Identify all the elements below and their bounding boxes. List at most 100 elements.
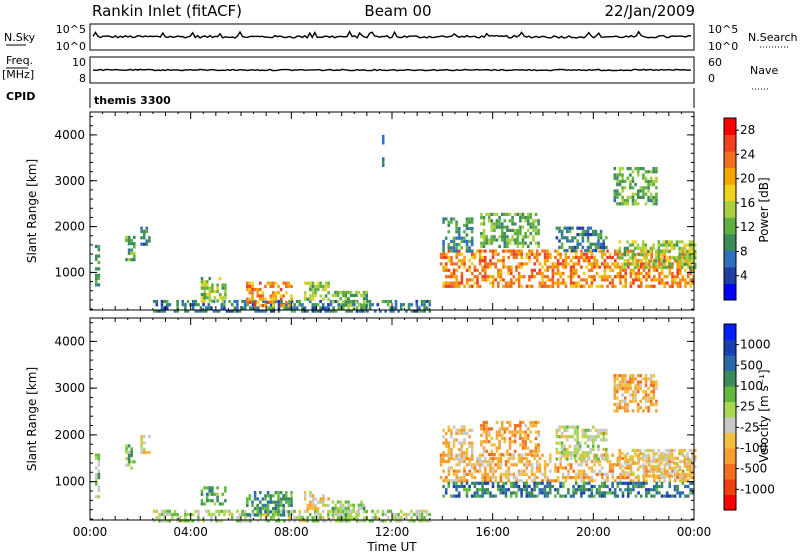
velocity-cell [490,443,494,447]
velocity-cell [397,512,400,517]
power-cell [566,236,569,240]
power-cell [215,309,218,313]
velocity-cell [215,509,218,513]
velocity-cell [582,472,586,476]
power-cell [679,262,682,266]
velocity-cell [555,447,559,452]
power-cell [516,238,520,242]
velocity-cell [314,512,317,517]
power-cell [425,306,429,310]
velocity-cell [637,466,640,470]
velocity-cell [259,507,262,511]
velocity-cell [275,512,278,517]
velocity-cell [447,469,451,473]
velocity-cell [597,457,600,461]
power-cell [332,309,335,313]
power-cell [629,275,633,279]
power-cell [517,275,521,279]
power-cell [530,249,534,253]
velocity-cell [551,479,555,483]
velocity-cell [644,380,648,384]
power-cell [399,303,403,307]
velocity-cell [243,512,247,517]
power-cell [272,294,275,298]
velocity-cell [645,453,648,457]
power-cell [269,297,272,301]
power-cell [200,296,204,300]
velocity-cell [163,512,166,517]
velocity-cell [450,431,453,436]
velocity-cell [599,454,603,458]
power-cell [667,249,671,254]
power-cell [340,303,343,307]
power-cell [594,249,598,253]
velocity-cell [530,488,534,492]
power-cell [504,249,508,253]
velocity-cell [256,507,259,511]
power-cell [660,271,664,276]
power-cell [314,291,317,295]
power-cell [510,249,513,253]
velocity-cell [660,471,663,475]
velocity-cell [178,516,182,520]
power-cell [186,299,190,304]
velocity-cell [485,420,488,425]
velocity-cell [631,448,635,453]
velocity-cell [525,460,529,464]
power-cell [471,255,474,260]
velocity-cell [97,463,101,467]
velocity-cell [524,430,527,434]
power-cell [688,256,692,260]
velocity-cell [598,472,601,476]
power-cell [502,265,505,269]
velocity-cell [397,516,400,520]
velocity-cell [410,519,413,523]
power-cell [246,281,249,285]
velocity-cell [495,446,499,450]
power-cell [640,271,643,276]
power-cell [520,275,523,279]
velocity-cell [616,456,620,460]
power-cell [480,212,483,216]
power-cell [452,271,456,276]
power-cell [668,255,672,260]
power-cell [311,297,315,301]
power-cell [532,238,535,242]
power-cell [386,303,390,307]
power-cell [213,289,217,293]
velocity-cell [381,519,385,523]
velocity-cell [480,424,483,428]
power-cell [463,262,466,266]
power-cell [458,265,461,269]
power-cell [647,186,650,190]
power-cell [618,246,622,250]
power-colorbar-swatch [724,233,736,251]
velocity-cell [580,479,583,483]
velocity-cell [460,460,464,464]
power-cell [484,262,487,266]
power-colorbar-swatch [724,250,736,268]
velocity-cell [486,460,490,464]
power-cell [644,176,648,180]
power-cell [165,306,169,310]
power-cell [644,179,648,183]
power-cell [503,235,507,239]
power-cell [460,259,464,263]
velocity-cell [670,448,674,453]
power-cell [452,243,456,247]
power-cell [597,233,600,237]
power-cell [200,286,204,290]
velocity-cell [442,460,445,464]
power-cell [495,222,499,226]
power-cell [455,255,458,260]
power-cell [368,303,372,307]
velocity-cell [127,444,131,448]
power-colorbar-swatch [724,167,736,185]
power-cell [445,265,448,269]
velocity-cell [336,516,340,520]
power-cell [306,297,310,301]
velocity-cell [556,466,560,470]
velocity-cell [517,469,521,473]
velocity-cell [216,495,219,500]
velocity-cell [513,433,517,437]
